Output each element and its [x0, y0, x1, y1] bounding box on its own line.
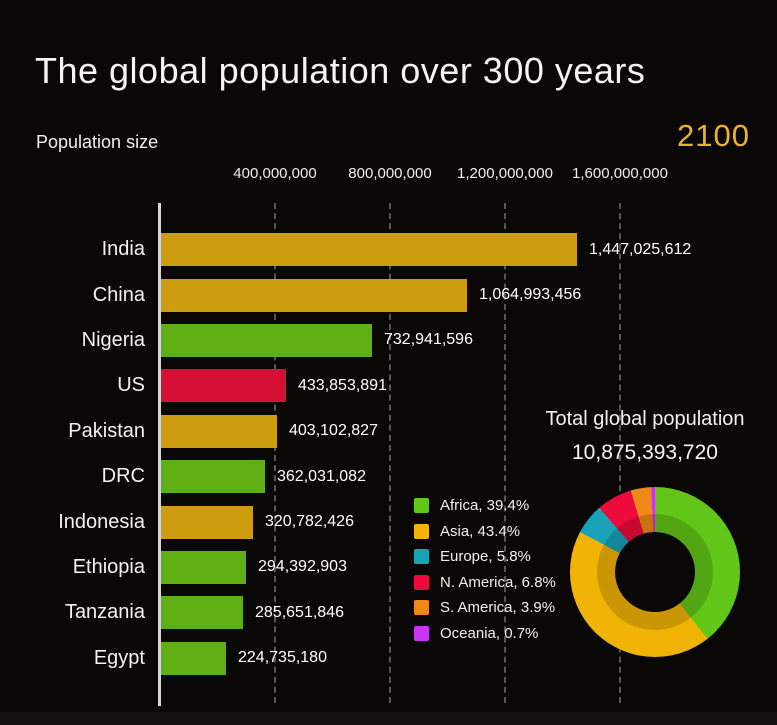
country-label: India [101, 238, 145, 261]
bar-chart: India 1,447,025,612 China 1,064,993,456 Nige… [0, 227, 777, 681]
y-axis-line [158, 203, 161, 706]
donut-legend: Africa, 39.4% Asia, 43.4% Europe, 5.8% N. A… [414, 493, 556, 646]
population-bar [161, 323, 372, 357]
page-title: The global population over 300 years [35, 50, 646, 91]
country-label: Indonesia [58, 510, 145, 533]
legend-swatch [414, 625, 429, 641]
country-label: Tanzania [64, 601, 145, 624]
population-value: 320,782,426 [265, 513, 354, 531]
legend-row: N. America, 6.8% [414, 570, 556, 596]
population-bar [161, 414, 277, 448]
country-label: US [117, 374, 145, 397]
legend-swatch [414, 549, 429, 565]
bar-row: Indonesia 320,782,426 [0, 499, 777, 544]
bar-row: Egypt 224,735,180 [0, 636, 777, 681]
population-bar [161, 233, 577, 267]
population-value: 433,853,891 [298, 376, 387, 394]
country-label: Egypt [93, 646, 145, 669]
year-label: 2100 [677, 118, 750, 153]
population-bar [161, 278, 467, 312]
country-label: DRC [101, 465, 145, 488]
legend-label: Europe, 5.8% [440, 548, 531, 566]
legend-swatch [414, 498, 429, 514]
country-label: Nigeria [81, 328, 145, 351]
donut-total-value: 10,875,393,720 [572, 441, 718, 464]
country-label: China [92, 283, 145, 306]
population-bar [161, 550, 246, 584]
legend-row: Oceania, 0.7% [414, 621, 556, 647]
population-value: 224,735,180 [238, 649, 327, 667]
x-axis-tick: 1,600,000,000 [572, 165, 668, 182]
legend-row: S. America, 3.9% [414, 595, 556, 621]
country-label: Ethiopia [72, 555, 145, 578]
population-value: 403,102,827 [289, 422, 378, 440]
bar-row: Tanzania 285,651,846 [0, 590, 777, 635]
gridline [619, 203, 621, 703]
bar-row: Ethiopia 294,392,903 [0, 545, 777, 590]
country-label: Pakistan [68, 419, 145, 442]
population-bar [161, 505, 253, 539]
population-value: 732,941,596 [384, 331, 473, 349]
population-bar [161, 596, 243, 630]
donut-chart [570, 487, 740, 657]
population-size-axis-title: Population size [36, 132, 159, 152]
bar-row: India 1,447,025,612 [0, 227, 777, 272]
legend-swatch [414, 523, 429, 539]
bar-row: China 1,064,993,456 [0, 272, 777, 317]
population-value: 285,651,846 [255, 603, 344, 621]
x-axis-tick: 400,000,000 [233, 165, 317, 182]
legend-label: Africa, 39.4% [440, 497, 530, 515]
population-value: 362,031,082 [277, 467, 366, 485]
population-bar [161, 460, 265, 494]
bar-row: Nigeria 732,941,596 [0, 318, 777, 363]
legend-swatch [414, 600, 429, 616]
bar-row: Pakistan 403,102,827 [0, 409, 777, 454]
legend-row: Africa, 39.4% [414, 493, 556, 519]
donut-chart-title: Total global population [545, 408, 745, 430]
legend-swatch [414, 574, 429, 590]
bottom-strip [0, 712, 777, 725]
population-value: 1,447,025,612 [589, 240, 692, 258]
population-value: 294,392,903 [258, 558, 347, 576]
legend-label: N. America, 6.8% [440, 573, 556, 591]
x-axis-tick: 800,000,000 [348, 165, 432, 182]
x-axis-tick: 1,200,000,000 [457, 165, 553, 182]
legend-label: Asia, 43.4% [440, 522, 521, 540]
gridline [389, 203, 391, 703]
bar-row: DRC 362,031,082 [0, 454, 777, 499]
population-bar [161, 369, 286, 403]
population-bar [161, 641, 226, 675]
population-value: 1,064,993,456 [479, 286, 582, 304]
legend-label: S. America, 3.9% [440, 599, 556, 617]
gridline [274, 203, 276, 703]
legend-label: Oceania, 0.7% [440, 624, 539, 642]
legend-row: Europe, 5.8% [414, 544, 556, 570]
bar-row: US 433,853,891 [0, 363, 777, 408]
donut-hole [615, 532, 695, 612]
legend-row: Asia, 43.4% [414, 519, 556, 545]
gridline [504, 203, 506, 703]
